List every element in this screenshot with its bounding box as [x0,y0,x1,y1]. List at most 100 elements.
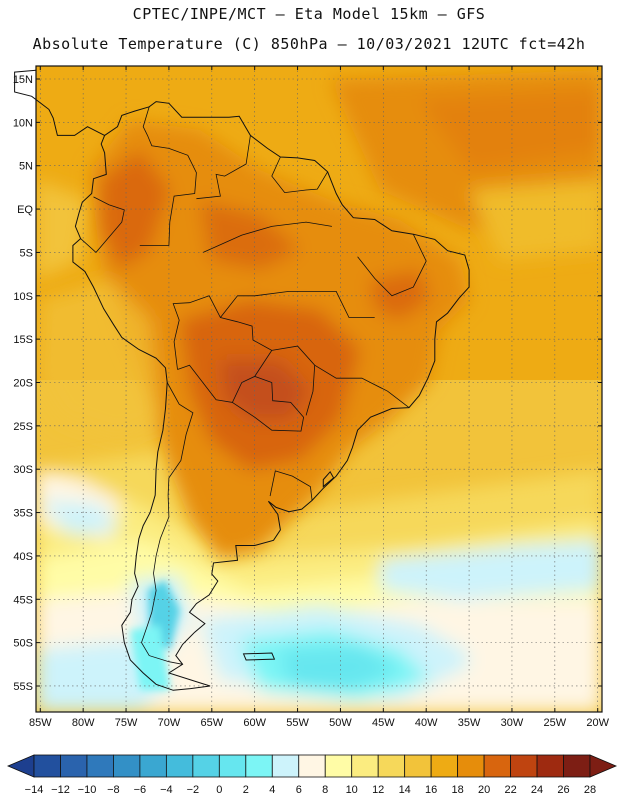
lat-lon-grid [36,66,602,712]
lon-label: 85W [29,717,52,729]
lat-label: 50S [13,638,33,650]
country-border [271,156,328,194]
map-title: CPTEC/INPE/MCT – Eta Model 15km – GFS [132,5,486,23]
country-border [232,376,305,432]
country-border [139,106,197,246]
colorbar-label: 2 [243,784,249,796]
lon-label: 75W [115,717,138,729]
colorbar-swatch [298,754,326,778]
country-border [196,135,251,200]
lat-label: 5S [20,247,33,259]
colorbar-label: 16 [425,784,437,796]
colorbar-swatch [377,754,406,778]
south-america-coast [72,101,470,691]
country-border [357,234,427,297]
country-border [269,470,313,501]
map-subtitle: Absolute Temperature (C) 850hPa – 10/03/… [32,35,586,53]
temperature-field [36,66,602,712]
colorbar-label: 0 [216,784,222,796]
coastline [14,69,470,691]
colorbar-min-arrow [6,754,35,778]
lat-label: 5N [19,161,33,173]
colorbar-label: −14 [25,784,44,796]
colorbar-swatch [165,754,194,778]
lon-label: 45W [372,717,395,729]
lagoa-dos-patos [322,470,335,488]
map-frame [35,65,603,713]
country-border [203,221,332,253]
lat-label: 20S [13,377,33,389]
country-border [80,196,125,253]
colorbar-swatch [271,754,300,778]
lon-label: 30W [501,717,524,729]
colorbar-label: −4 [160,784,173,796]
lon-label: 25W [544,717,567,729]
lat-label: 55S [13,681,33,693]
colorbar-swatch [430,754,459,778]
colorbar-swatch [351,754,379,778]
colorbar-swatch [536,754,564,778]
colorbar: −14 −12 −10 −8 −6 −4 −2 0 2 4 6 8 10 12 14 16 18 20 22 24 26… [6,754,618,796]
colorbar-swatch [245,754,273,778]
lat-label: EQ [17,204,33,216]
lat-label: 15S [13,334,33,346]
lon-label: 65W [200,717,223,729]
falkland-islands [242,652,276,661]
lon-label: 50W [329,717,352,729]
country-border [141,382,194,665]
colorbar-label: 12 [372,784,384,796]
colorbar-swatch [33,754,61,778]
lon-label: 55W [286,717,309,729]
colorbar-swatch [139,754,167,778]
lat-label: 10S [13,291,33,303]
country-border [172,295,273,403]
colorbar-label: 18 [451,784,463,796]
lon-label: 60W [243,717,266,729]
colorbar-label: 22 [504,784,516,796]
colorbar-label: 10 [346,784,358,796]
colorbar-label: 24 [531,784,543,796]
lat-label: 40S [13,551,33,563]
colorbar-label: 20 [478,784,490,796]
longitude-labels: 85W 80W 75W 70W 65W 60W 55W 50W 45W 40W 35W 30W 25W 2… [29,717,610,729]
lat-label: 45S [13,594,33,606]
colorbar-swatch [192,754,220,778]
colorbar-label: −8 [107,784,120,796]
country-border [271,345,410,408]
colorbar-label: 14 [399,784,411,796]
country-border [305,365,316,416]
country-border [220,291,375,318]
colorbar-swatch [404,754,432,778]
lat-label: 10N [13,117,33,129]
colorbar-swatch [60,754,88,778]
lat-label: 35S [13,508,33,520]
colorbar-swatch [457,754,485,778]
lat-label: 25S [13,421,33,433]
colorbar-label: 4 [269,784,275,796]
latitude-labels: 15N 10N 5N EQ 5S 10S 15S 20S 25S 30S 35S 40S 45S 50S 5… [13,74,34,693]
colorbar-label: 28 [584,784,596,796]
colorbar-swatch [324,754,353,778]
lat-label: 15N [13,74,33,86]
lon-label: 80W [72,717,95,729]
central-america-coast [14,69,105,136]
colorbar-label: 26 [557,784,569,796]
colorbar-swatch [218,754,247,778]
colorbar-max-arrow [589,754,618,778]
colorbar-label: −2 [187,784,200,796]
colorbar-label: 6 [296,784,302,796]
colorbar-swatch [563,754,591,778]
colorbar-swatch [510,754,538,778]
lon-label: 70W [158,717,181,729]
lon-label: 20W [586,717,609,729]
colorbar-label: 8 [322,784,328,796]
colorbar-label: −10 [78,784,97,796]
colorbar-label: −6 [134,784,147,796]
lon-label: 40W [415,717,438,729]
lon-label: 35W [458,717,481,729]
colorbar-swatch [113,754,141,778]
colorbar-label: −12 [51,784,70,796]
colorbar-swatch [483,754,511,778]
lat-label: 30S [13,464,33,476]
